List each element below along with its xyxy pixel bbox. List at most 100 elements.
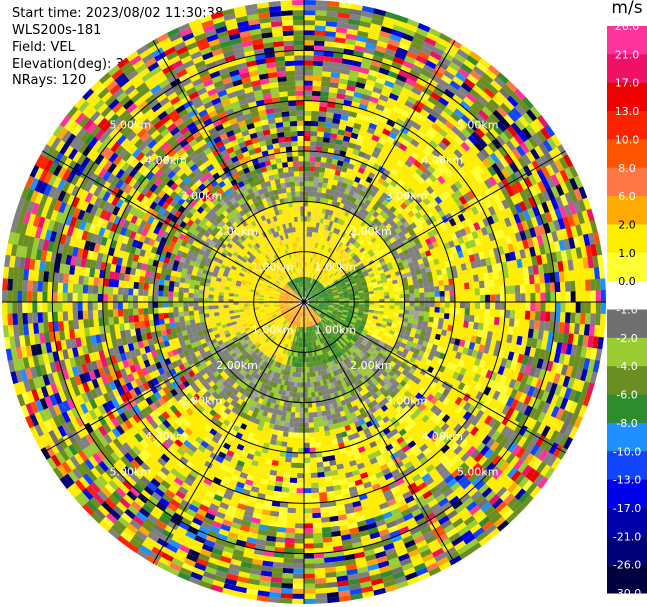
velocity-gate [313, 381, 318, 387]
velocity-gate [304, 307, 306, 312]
velocity-gate [248, 303, 254, 307]
velocity-gate [395, 405, 404, 414]
velocity-gate [524, 310, 531, 320]
velocity-gate [366, 469, 376, 477]
velocity-gate [488, 494, 500, 506]
velocity-gate [291, 452, 299, 458]
velocity-gate [275, 476, 284, 482]
velocity-gate [308, 407, 313, 413]
velocity-gate [424, 477, 435, 487]
velocity-gate [257, 590, 270, 597]
velocity-gate [384, 547, 397, 556]
velocity-gate [128, 315, 135, 323]
velocity-gate [198, 305, 204, 311]
velocity-gate [77, 292, 83, 302]
velocity-gate [348, 348, 354, 354]
velocity-gate [193, 301, 199, 307]
velocity-gate [489, 309, 496, 318]
velocity-gate [487, 388, 496, 399]
velocity-gate [393, 312, 399, 318]
velocity-gate [320, 441, 327, 447]
velocity-gate [17, 279, 23, 291]
velocity-gate [342, 376, 349, 383]
velocity-gate [132, 301, 138, 309]
velocity-gate [380, 533, 392, 542]
velocity-gate [389, 561, 402, 571]
velocity-gate [401, 456, 411, 466]
velocity-gate [328, 403, 335, 410]
velocity-gate [535, 461, 547, 474]
velocity-gate [282, 405, 288, 412]
velocity-gate [359, 450, 368, 458]
velocity-gate [307, 387, 312, 393]
velocity-gate [440, 519, 453, 530]
velocity-gate [493, 516, 506, 528]
velocity-gate [452, 344, 459, 352]
velocity-gate [396, 324, 402, 330]
velocity-gate [304, 307, 306, 312]
velocity-gate [446, 391, 455, 400]
velocity-gate [331, 530, 341, 537]
velocity-gate [406, 576, 420, 586]
velocity-gate [315, 311, 320, 316]
velocity-gate [295, 372, 299, 378]
velocity-gate [307, 321, 310, 327]
velocity-gate [332, 310, 338, 313]
velocity-gate [250, 563, 263, 571]
velocity-gate [228, 296, 234, 300]
velocity-gate [562, 332, 569, 344]
velocity-gate [306, 357, 309, 363]
velocity-gate [372, 358, 380, 365]
velocity-gate [502, 350, 510, 360]
velocity-gate [307, 342, 310, 348]
velocity-gate [475, 391, 484, 401]
velocity-gate [389, 302, 395, 306]
velocity-gate [545, 427, 556, 440]
velocity-gate [354, 398, 361, 406]
velocity-gate [323, 399, 329, 406]
velocity-gate [395, 580, 409, 590]
velocity-gate [315, 593, 328, 599]
velocity-gate [364, 302, 370, 305]
velocity-gate [431, 446, 441, 456]
velocity-gate [102, 293, 108, 302]
velocity-gate [295, 503, 304, 509]
velocity-gate [128, 281, 135, 289]
velocity-gate [313, 304, 319, 306]
velocity-gate [416, 373, 425, 381]
velocity-gate [303, 372, 307, 378]
velocity-gate [312, 313, 317, 319]
velocity-gate [368, 527, 379, 535]
velocity-gate [538, 449, 549, 462]
velocity-gate [321, 311, 327, 315]
velocity-gate [357, 373, 364, 380]
velocity-gate [270, 464, 278, 471]
velocity-gate [312, 330, 315, 336]
velocity-gate [429, 380, 437, 389]
velocity-gate [548, 442, 559, 455]
velocity-gate [432, 507, 444, 517]
velocity-gate [399, 486, 410, 495]
velocity-gate [459, 493, 471, 504]
velocity-gate [311, 308, 316, 313]
velocity-gate [406, 340, 413, 347]
velocity-gate [314, 583, 327, 589]
velocity-gate [464, 308, 470, 316]
velocity-gate [463, 320, 469, 329]
velocity-gate [303, 427, 310, 433]
velocity-gate [319, 380, 324, 386]
velocity-gate [536, 339, 543, 350]
velocity-gate [407, 401, 415, 409]
velocity-gate [514, 488, 526, 501]
velocity-gate [534, 311, 541, 321]
velocity-gate [382, 383, 390, 391]
velocity-gate [303, 488, 312, 494]
velocity-gate [491, 381, 500, 391]
velocity-gate [357, 446, 366, 454]
velocity-gate [392, 373, 399, 381]
velocity-gate [375, 322, 382, 327]
velocity-gate [382, 377, 389, 384]
velocity-gate [309, 452, 317, 458]
velocity-gate [335, 369, 341, 376]
